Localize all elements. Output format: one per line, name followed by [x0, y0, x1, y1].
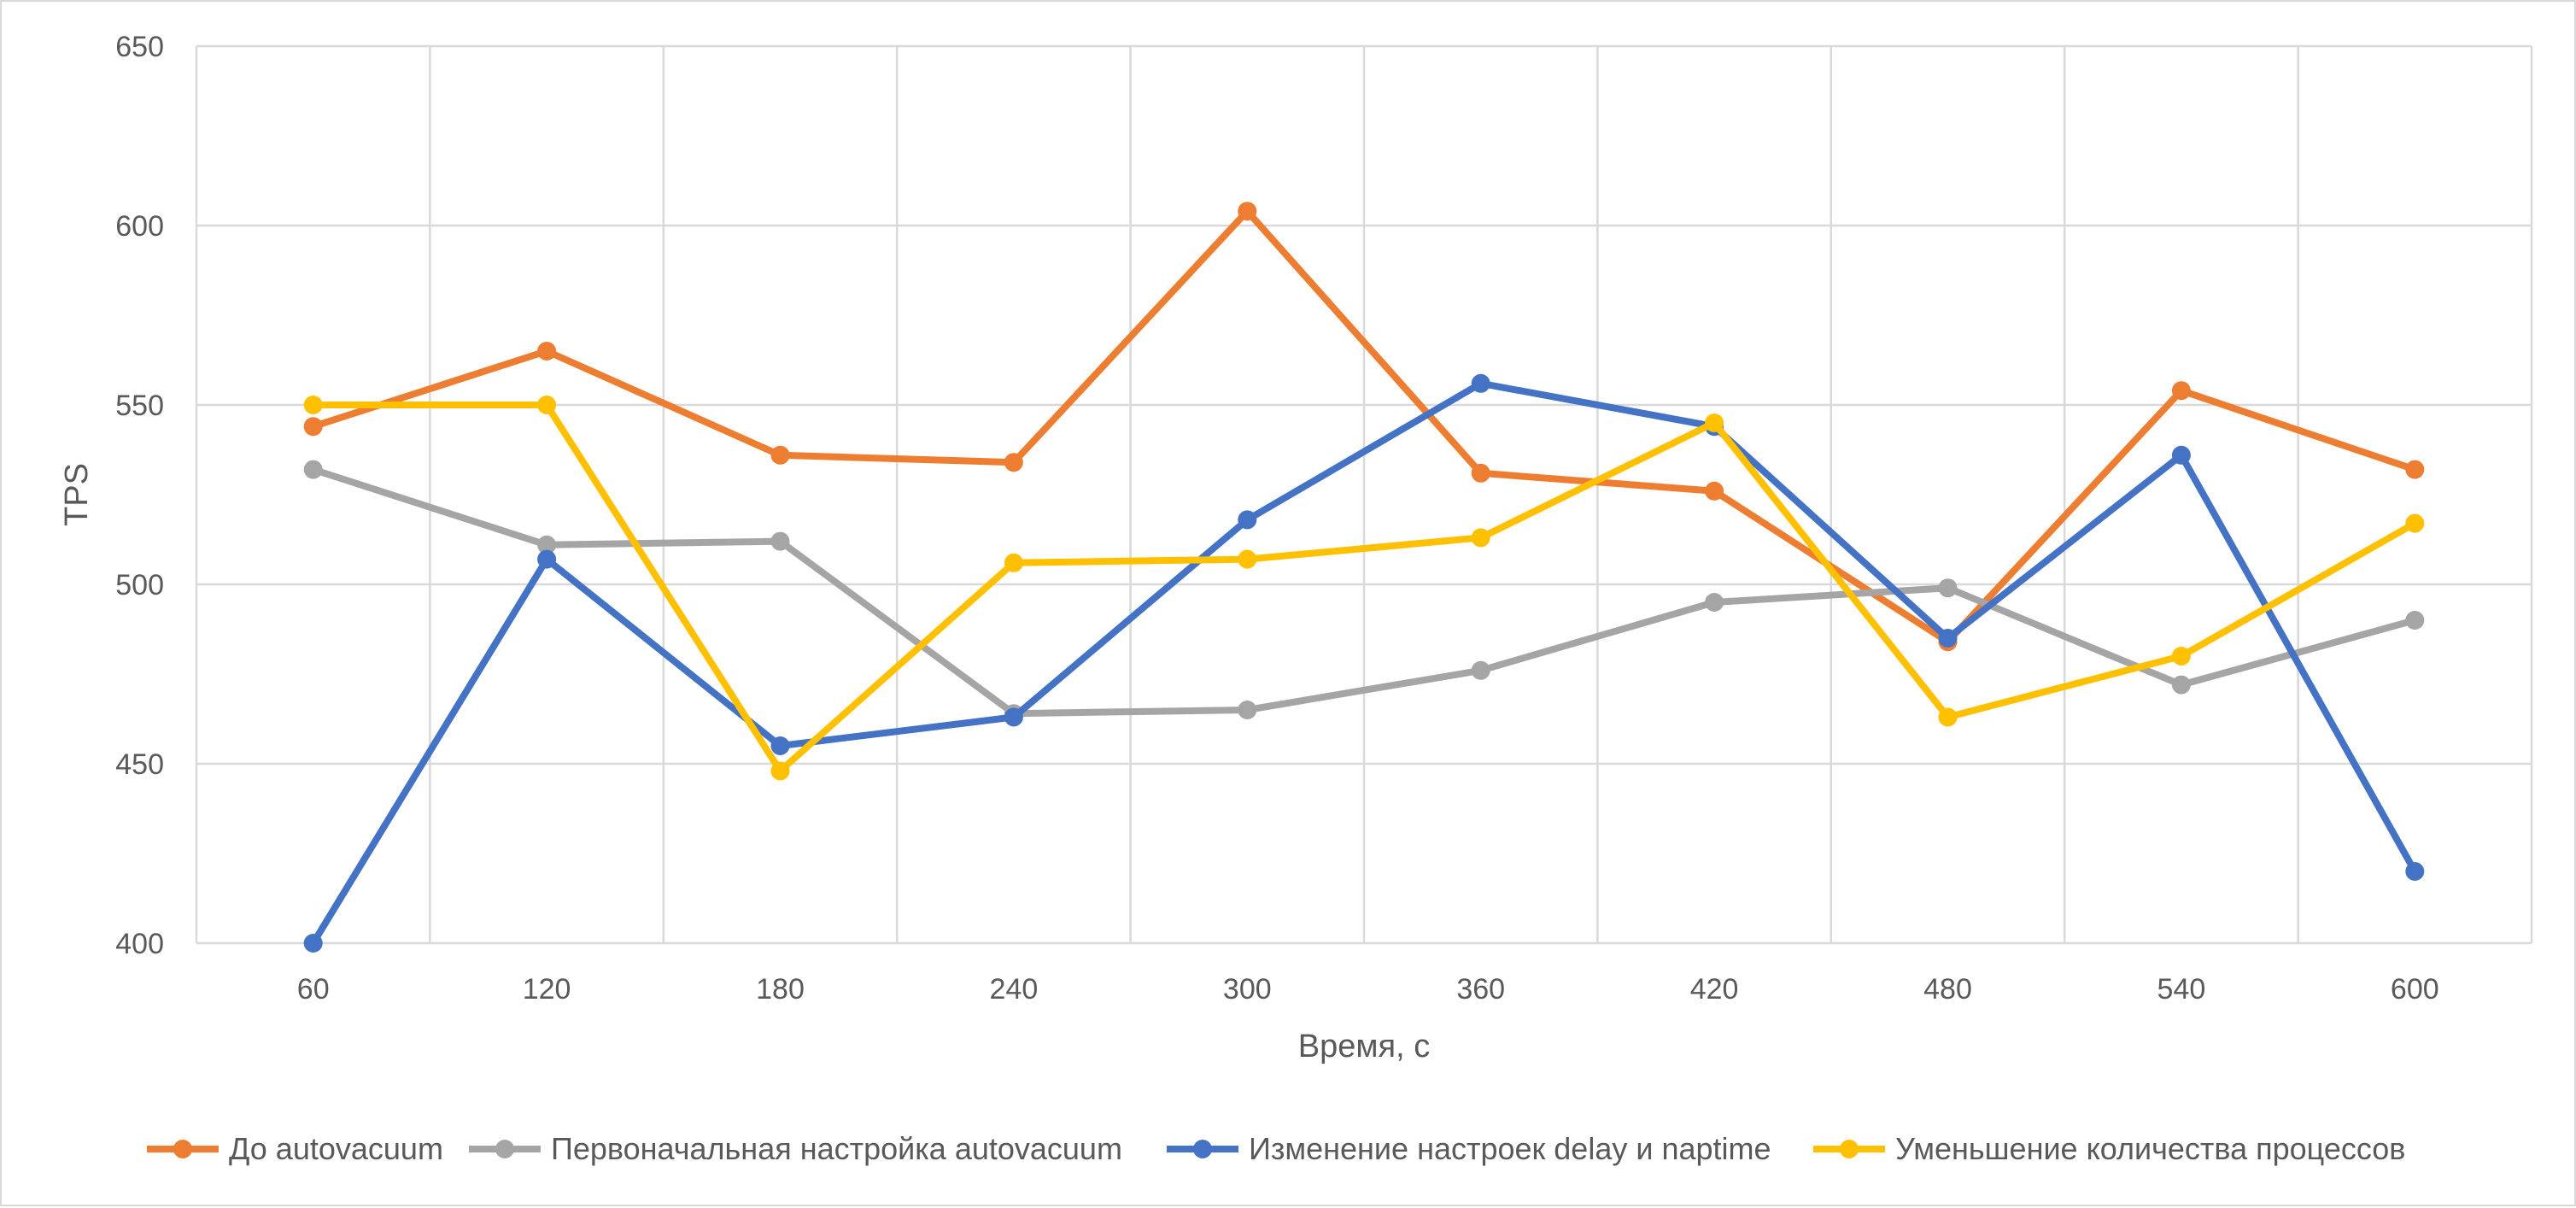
- data-point: [1471, 660, 1490, 680]
- y-axis-title: TPS: [59, 463, 95, 526]
- data-point: [770, 531, 790, 551]
- data-point: [1471, 463, 1490, 483]
- series-line: [309, 402, 2419, 775]
- data-point: [303, 396, 323, 414]
- series-line: [309, 379, 2419, 947]
- data-point: [2405, 513, 2425, 533]
- series-4: [303, 396, 2425, 781]
- x-axis-ticks: 60 120 180 240 300 360 420 480 540 600: [297, 973, 2439, 1006]
- data-point: [1705, 481, 1724, 501]
- y-axis-ticks: 400 450 500 550 600 650: [115, 31, 164, 960]
- data-point: [1938, 578, 1958, 598]
- legend-item: Уменьшение количества процессов: [1813, 1131, 2405, 1166]
- data-point: [1238, 510, 1257, 530]
- x-tick-label: 480: [1923, 973, 1972, 1006]
- data-point: [1004, 707, 1023, 727]
- data-point: [1938, 707, 1958, 727]
- y-tick-label: 600: [115, 210, 164, 243]
- x-tick-label: 540: [2157, 973, 2206, 1006]
- y-tick-label: 550: [115, 390, 164, 422]
- legend-label: До autovacuum: [229, 1131, 443, 1166]
- data-point: [1705, 593, 1724, 612]
- x-tick-label: 360: [1456, 973, 1505, 1006]
- x-axis-title: Время, с: [1298, 1029, 1430, 1064]
- data-point: [1004, 453, 1023, 472]
- y-tick-label: 400: [115, 928, 164, 960]
- data-point: [537, 535, 557, 554]
- data-point: [303, 934, 323, 953]
- x-tick-label: 600: [2391, 973, 2439, 1006]
- data-point: [1471, 528, 1490, 548]
- legend-label: Изменение настроек delay и naptime: [1249, 1131, 1771, 1166]
- grid: [195, 44, 2533, 945]
- x-tick-label: 60: [297, 973, 330, 1006]
- data-point: [1705, 413, 1724, 432]
- legend-swatch-marker: [1193, 1140, 1212, 1158]
- data-point: [1004, 553, 1023, 572]
- data-point: [2405, 862, 2425, 881]
- legend-item: Первоначальная настройка autovacuum: [469, 1131, 1122, 1166]
- data-point: [537, 549, 557, 569]
- data-point: [770, 736, 790, 755]
- data-point: [1471, 373, 1490, 393]
- x-tick-label: 240: [990, 973, 1039, 1006]
- legend-swatch-marker: [173, 1140, 192, 1158]
- legend-item: До autovacuum: [147, 1131, 443, 1166]
- legend-swatch-marker: [1840, 1140, 1859, 1158]
- legend-label: Уменьшение количества процессов: [1895, 1131, 2405, 1166]
- data-point: [2171, 381, 2191, 401]
- y-tick-label: 650: [115, 31, 164, 63]
- legend: До autovacuum Первоначальная настройка au…: [147, 1131, 2405, 1166]
- data-point: [537, 396, 557, 414]
- x-tick-label: 420: [1690, 973, 1739, 1006]
- data-point: [1938, 629, 1958, 648]
- y-tick-label: 450: [115, 748, 164, 781]
- data-point: [2405, 611, 2425, 630]
- legend-item: Изменение настроек delay и naptime: [1167, 1131, 1771, 1166]
- x-tick-label: 120: [523, 973, 571, 1006]
- data-point: [1238, 549, 1257, 569]
- data-point: [537, 342, 557, 361]
- series-line: [309, 466, 2419, 718]
- x-tick-label: 300: [1223, 973, 1272, 1006]
- data-point: [2405, 460, 2425, 479]
- series-lines: [303, 202, 2425, 953]
- data-point: [303, 460, 323, 479]
- data-point: [2171, 675, 2191, 695]
- data-point: [303, 417, 323, 437]
- data-point: [2171, 647, 2191, 666]
- data-point: [1238, 701, 1257, 719]
- data-point: [770, 761, 790, 781]
- x-tick-label: 180: [756, 973, 805, 1006]
- data-point: [1238, 202, 1257, 221]
- data-point: [2171, 445, 2191, 465]
- legend-swatch-marker: [495, 1140, 514, 1158]
- data-point: [770, 445, 790, 465]
- series-line: [309, 208, 2419, 646]
- legend-label: Первоначальная настройка autovacuum: [551, 1131, 1122, 1166]
- y-tick-label: 500: [115, 569, 164, 601]
